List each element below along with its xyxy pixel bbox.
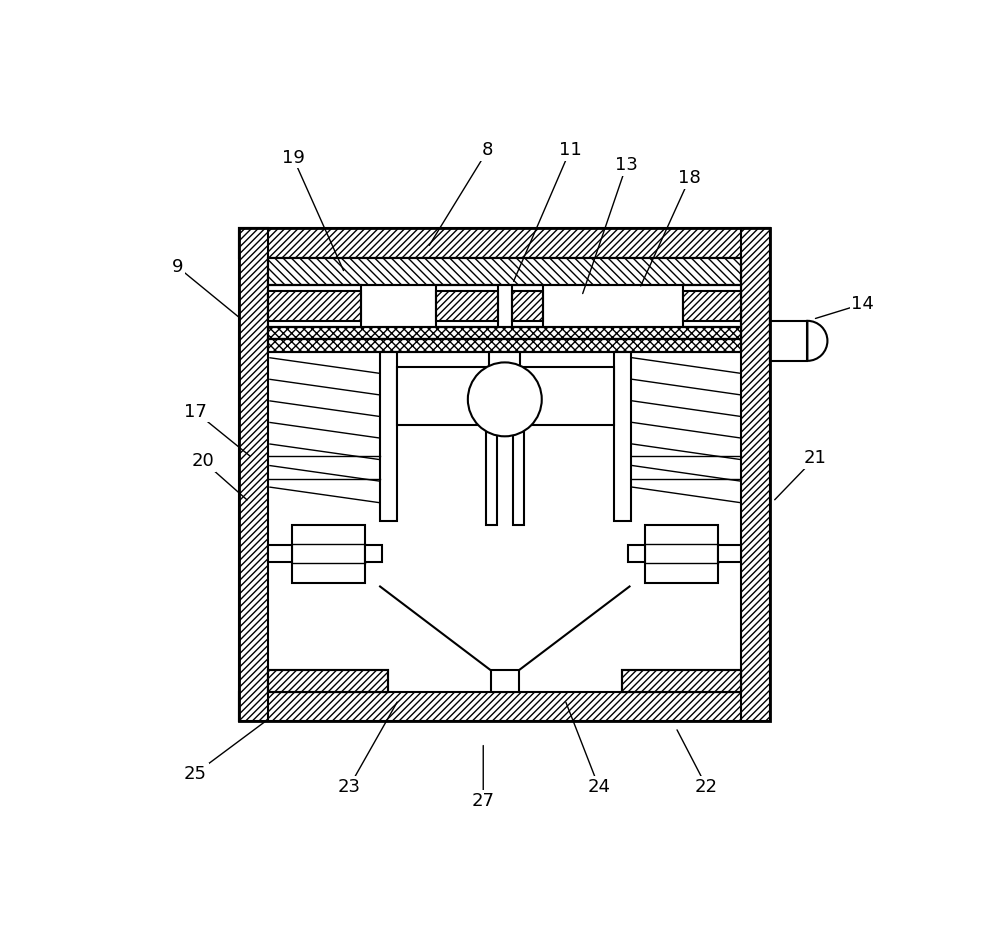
Text: 27: 27 [472, 791, 495, 809]
Bar [268, 340, 741, 352]
Text: 21: 21 [804, 449, 827, 467]
Bar [268, 258, 741, 284]
Text: 14: 14 [851, 295, 874, 312]
Bar [683, 291, 741, 321]
Bar [512, 291, 543, 321]
Text: 24: 24 [587, 777, 610, 796]
Bar [268, 284, 361, 327]
Bar [645, 525, 718, 582]
Bar [268, 291, 361, 321]
Text: 8: 8 [482, 141, 494, 159]
Text: 25: 25 [184, 765, 207, 783]
Bar [489, 352, 520, 424]
Text: 19: 19 [282, 149, 304, 167]
Bar [239, 229, 770, 721]
Text: 22: 22 [695, 777, 718, 796]
Bar [741, 229, 770, 721]
Bar [486, 424, 497, 525]
Bar [268, 670, 388, 692]
Bar [614, 352, 631, 521]
Bar [292, 525, 365, 582]
Bar [239, 692, 770, 721]
Bar [622, 670, 741, 692]
Text: 13: 13 [615, 156, 638, 174]
Text: 23: 23 [338, 777, 361, 796]
Bar [268, 340, 741, 352]
Bar [718, 545, 741, 562]
Bar [683, 284, 741, 327]
Circle shape [468, 362, 542, 437]
Bar [628, 545, 645, 562]
Bar [770, 321, 807, 360]
Bar [239, 229, 770, 258]
Text: 17: 17 [184, 403, 207, 421]
Bar [268, 327, 741, 340]
Bar [365, 545, 382, 562]
Bar [436, 291, 498, 321]
Text: 11: 11 [559, 141, 582, 159]
Bar [491, 670, 519, 692]
Bar [622, 670, 741, 692]
Bar [268, 670, 388, 692]
Bar [268, 545, 292, 562]
Polygon shape [397, 367, 493, 424]
Bar [512, 284, 543, 327]
Bar [512, 424, 524, 525]
Bar [436, 284, 498, 327]
Text: 20: 20 [192, 452, 214, 470]
Text: 18: 18 [678, 169, 701, 187]
Polygon shape [516, 367, 614, 424]
Bar [268, 258, 741, 284]
Text: 9: 9 [172, 258, 183, 276]
Wedge shape [807, 321, 827, 360]
Bar [380, 352, 397, 521]
Bar [239, 229, 268, 721]
Bar [268, 327, 741, 340]
